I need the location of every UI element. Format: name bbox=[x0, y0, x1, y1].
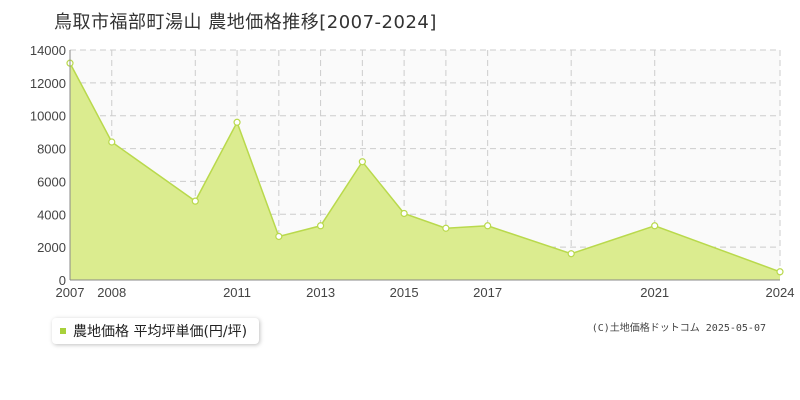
copyright-text: (C)土地価格ドットコム 2025-05-07 bbox=[591, 323, 766, 334]
y-tick-label: 10000 bbox=[30, 109, 66, 124]
chart-legend: 農地価格 平均坪単価(円/坪) bbox=[52, 318, 260, 344]
x-tick-labels: 2007 2008 2011 2013 2015 2017 2021 2024 bbox=[56, 285, 795, 300]
x-tick-label: 2021 bbox=[640, 285, 669, 300]
x-tick-label: 2011 bbox=[223, 285, 251, 300]
data-point bbox=[108, 138, 116, 146]
x-tick-label: 2008 bbox=[97, 285, 126, 300]
x-tick-label: 2013 bbox=[306, 285, 335, 300]
x-tick-label: 2015 bbox=[390, 285, 419, 300]
y-tick-label: 6000 bbox=[37, 174, 66, 189]
y-tick-label: 8000 bbox=[37, 142, 66, 157]
data-point bbox=[358, 158, 366, 166]
y-tick-labels: 0 2000 4000 6000 8000 10000 12000 14000 bbox=[30, 43, 66, 288]
data-point bbox=[442, 224, 450, 232]
legend-swatch bbox=[60, 328, 66, 334]
x-tick-label: 2024 bbox=[766, 285, 795, 300]
data-point bbox=[651, 222, 659, 230]
data-point bbox=[233, 118, 241, 126]
legend-label: 農地価格 平均坪単価(円/坪) bbox=[73, 324, 248, 340]
x-tick-label: 2007 bbox=[56, 285, 85, 300]
y-tick-label: 4000 bbox=[37, 207, 66, 222]
data-point bbox=[191, 197, 199, 205]
data-point bbox=[484, 222, 492, 230]
series-points bbox=[66, 59, 784, 276]
series-area-fill bbox=[70, 63, 780, 281]
data-point bbox=[567, 250, 575, 258]
chart-title: 鳥取市福部町湯山 農地価格推移[2007-2024] bbox=[54, 12, 437, 33]
data-point bbox=[776, 268, 784, 276]
y-tick-label: 0 bbox=[59, 273, 66, 288]
y-tick-label: 12000 bbox=[30, 76, 66, 91]
y-tick-label: 14000 bbox=[30, 43, 66, 58]
data-point bbox=[316, 222, 325, 230]
data-point bbox=[400, 209, 408, 218]
y-tick-label: 2000 bbox=[37, 240, 66, 255]
data-point bbox=[275, 232, 283, 241]
x-tick-label: 2017 bbox=[473, 285, 502, 300]
